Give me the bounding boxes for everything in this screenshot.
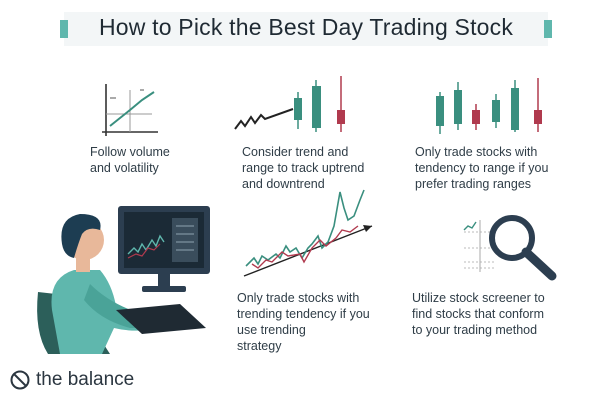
caption-trend-range: Consider trend and range to track uptren…: [242, 145, 365, 191]
caption-trending: Only trade stocks with trending tendency…: [237, 291, 370, 353]
brand-logo: the balance: [10, 369, 134, 391]
caption-range: Only trade stocks with tendency to range…: [415, 145, 549, 191]
page-title: How to Pick the Best Day Trading Stock: [98, 14, 514, 40]
trending-line-chart-icon: [243, 189, 373, 277]
balance-logo-icon: [10, 370, 30, 390]
range-candles-icon: [436, 78, 542, 134]
person-at-computer-illustration: [37, 206, 210, 354]
volume-volatility-chart-icon: [102, 84, 158, 136]
caption-screener: Utilize stock screener to find stocks th…: [412, 291, 545, 337]
caption-volume-volatility: Follow volume and volatility: [90, 145, 170, 175]
brand-name: the balance: [36, 369, 135, 390]
trend-range-candles-icon: [234, 76, 345, 132]
magnifier-screener-icon: [463, 215, 557, 281]
title-band: [60, 12, 552, 46]
